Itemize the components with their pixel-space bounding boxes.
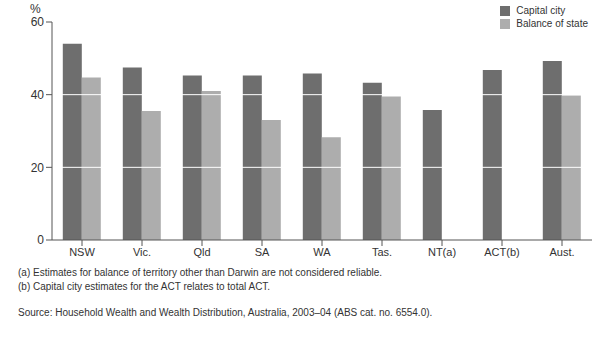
svg-text:NSW: NSW xyxy=(69,246,95,258)
svg-text:ACT(b): ACT(b) xyxy=(484,246,519,258)
html-text:Balance of state: Balance of state xyxy=(516,18,588,29)
svg-text:SA: SA xyxy=(255,246,270,258)
svg-text:40: 40 xyxy=(31,88,45,102)
svg-text:60: 60 xyxy=(31,15,45,29)
svg-text:Qld: Qld xyxy=(193,246,210,258)
svg-text:Tas.: Tas. xyxy=(372,246,392,258)
html-text:Source: Household Wealth and W: Source: Household Wealth and Wealth Dist… xyxy=(18,307,433,318)
svg-text:Aust.: Aust. xyxy=(549,246,574,258)
svg-text:Vic.: Vic. xyxy=(133,246,151,258)
svg-text:WA: WA xyxy=(313,246,331,258)
html-text:Capital city: Capital city xyxy=(516,5,566,16)
html-text:(b) Capital city estimates for: (b) Capital city estimates for the ACT r… xyxy=(18,281,271,292)
svg-text:20: 20 xyxy=(31,161,45,175)
html-text:(a) Estimates for balance of t: (a) Estimates for balance of territory o… xyxy=(18,267,383,278)
svg-text:0: 0 xyxy=(37,233,44,247)
svg-text:NT(a): NT(a) xyxy=(428,246,456,258)
